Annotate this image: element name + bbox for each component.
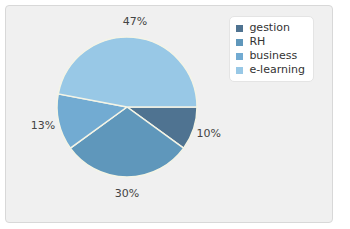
svg-text:13%: 13% (31, 119, 55, 132)
svg-text:47%: 47% (123, 15, 147, 28)
html-text:RH: RH (249, 35, 266, 48)
svg-text:10%: 10% (197, 127, 221, 140)
html-text:e-learning: e-learning (249, 63, 305, 76)
html-text:business: business (249, 49, 298, 62)
html-text:gestion: gestion (249, 21, 290, 34)
svg-text:30%: 30% (115, 187, 139, 200)
